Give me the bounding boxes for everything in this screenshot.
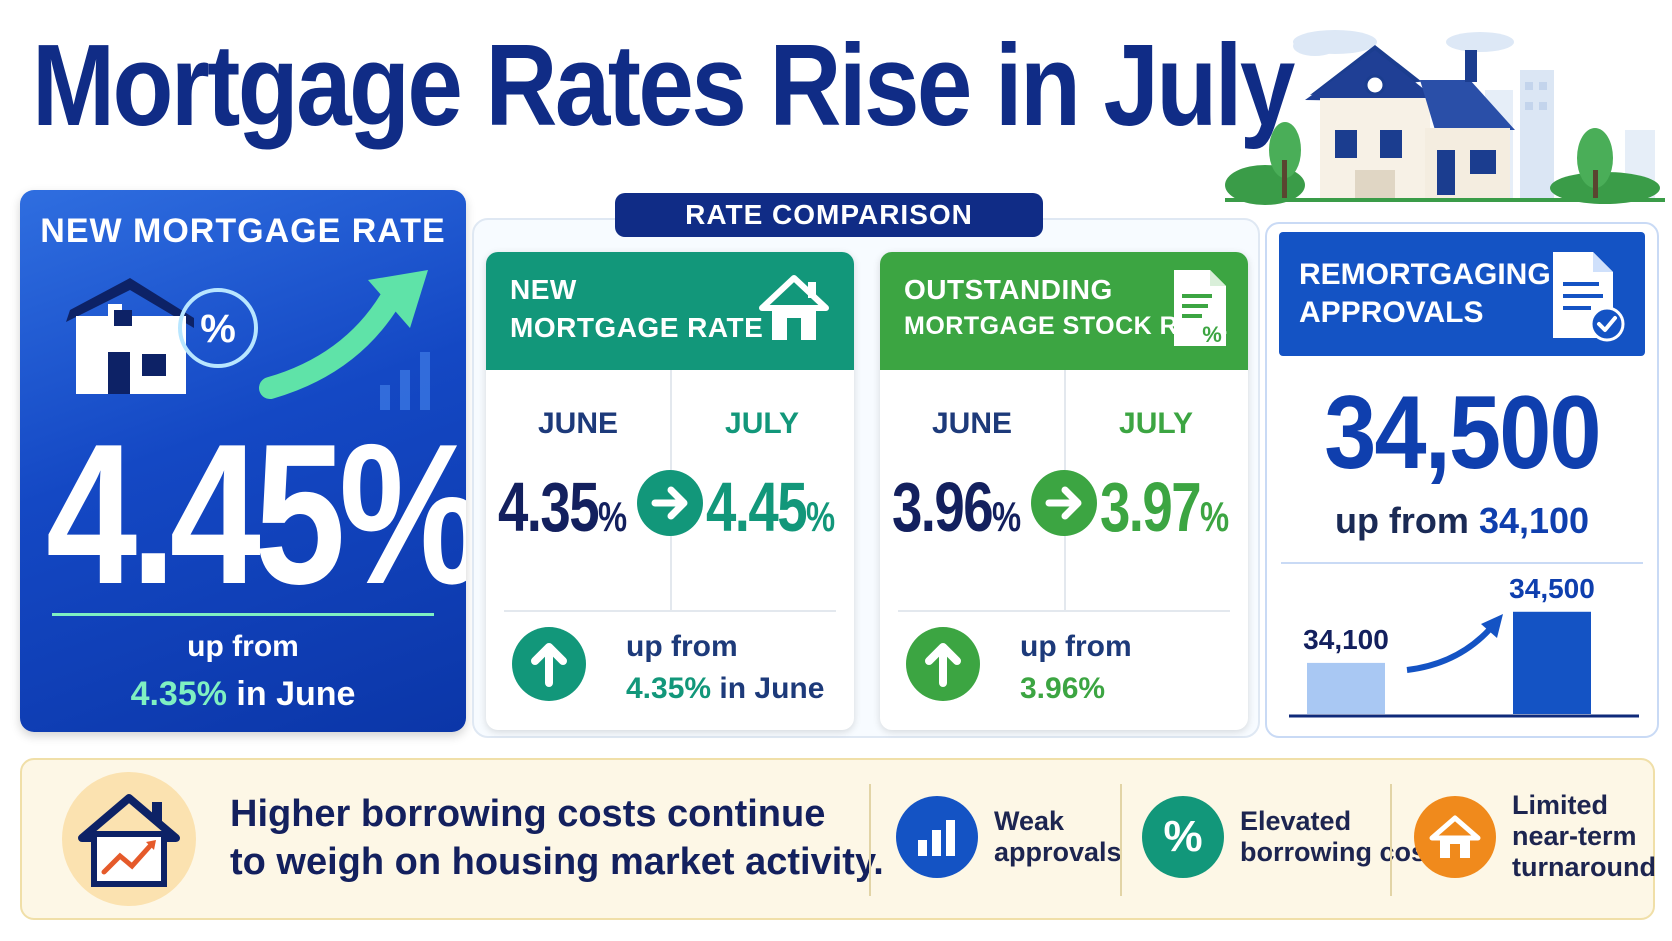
footer-item-line1: Limited: [1512, 790, 1609, 820]
footer-item-line2: near-term: [1512, 821, 1637, 851]
up-from-label: up from: [1020, 630, 1132, 663]
svg-text:%: %: [1163, 812, 1202, 861]
month-from-label: JUNE: [537, 407, 619, 440]
footer-item-line3: turnaround: [1512, 852, 1656, 882]
approvals-bar-label-june: 34,100: [1303, 624, 1389, 655]
card-header: NEW MORTGAGE RATE: [486, 252, 854, 370]
new-mortgage-rate-comparison-card: NEW MORTGAGE RATE JUNE JULY 4.35% 4.45% …: [486, 252, 854, 730]
rate-to-number: 3.97: [1100, 468, 1202, 546]
previous-month: in June: [711, 672, 825, 705]
footer-item-line1: Weak: [994, 806, 1065, 836]
previous-month: in June: [226, 675, 356, 713]
approvals-bar-label-july: 34,500: [1509, 573, 1595, 604]
footer-banner: Higher borrowing costs continue to weigh…: [20, 758, 1656, 920]
rate-to-unit: %: [1200, 493, 1230, 540]
card-header: REMORTGAGING APPROVALS: [1279, 232, 1645, 356]
previous-rate: 4.35%: [130, 675, 227, 713]
page-title: Mortgage Rates Rise in July: [32, 20, 1295, 150]
remortgaging-approvals-card: REMORTGAGING APPROVALS 34,500 up from 34…: [1265, 222, 1659, 738]
house-percent-icon: %: [66, 270, 430, 410]
document-check-icon: [1553, 252, 1625, 342]
footer-item-weak-approvals: Weak approvals: [994, 806, 1122, 868]
card-title-line1: REMORTGAGING: [1299, 258, 1551, 291]
month-from-label: JUNE: [931, 407, 1013, 440]
main-sub-line2: 4.35% in June: [20, 675, 466, 714]
card-heading: NEW MORTGAGE RATE: [40, 212, 446, 250]
arrow-up-icon: [906, 627, 980, 701]
divider: [898, 610, 1230, 612]
footer-divider: [1390, 784, 1392, 896]
rate-from-unit: %: [992, 493, 1022, 540]
svg-text:%: %: [200, 307, 236, 351]
main-sub-line1: up from: [187, 630, 299, 663]
bar-chart-icon: [896, 796, 978, 878]
rate-comparison-label: RATE COMPARISON: [615, 193, 1043, 237]
approvals-bar-june: [1307, 662, 1385, 714]
rate-from-value: 3.96%: [892, 472, 1021, 542]
house-icon: [1414, 796, 1496, 878]
card-title-line1: NEW: [510, 274, 577, 305]
percent-icon: %: [1142, 796, 1224, 878]
card-title-line2: MORTGAGE RATE: [510, 312, 764, 343]
rate-from-number: 3.96: [892, 468, 994, 546]
up-from-value: 3.96%: [1020, 672, 1105, 706]
footer-item-limited-turnaround: Limited near-term turnaround: [1512, 790, 1656, 883]
trend-arrow: [1406, 627, 1492, 673]
footer-item-line1: Elevated: [1240, 806, 1352, 836]
rate-from-number: 4.35: [498, 468, 600, 546]
card-title-line2: MORTGAGE STOCK RATE: [904, 312, 1228, 340]
footer-message: Higher borrowing costs continue to weigh…: [230, 790, 884, 886]
month-to-label: JULY: [725, 407, 799, 440]
footer-message-line1: Higher borrowing costs continue: [230, 793, 826, 835]
svg-text:%: %: [1202, 322, 1222, 347]
card-title-line1: OUTSTANDING: [904, 274, 1113, 305]
rate-to-value: 4.45%: [706, 472, 835, 542]
footer-item-line2: approvals: [994, 837, 1122, 867]
up-from-value: 4.35% in June: [626, 672, 824, 706]
arrow-right-icon: [1031, 470, 1097, 536]
previous-rate: 4.35%: [626, 672, 712, 705]
new-mortgage-rate-card: NEW MORTGAGE RATE % 4.45% up from 4.35% …: [20, 190, 466, 732]
rate-to-value: 3.97%: [1100, 472, 1229, 542]
up-from-prefix: up from: [1334, 500, 1479, 541]
arrow-up-icon: [512, 627, 586, 701]
footer-message-line2: to weigh on housing market activity.: [230, 841, 884, 883]
card-title-line2: APPROVALS: [1299, 296, 1484, 329]
divider: [52, 613, 434, 616]
house-chart-icon: [62, 772, 196, 906]
main-rate-value: 4.45%: [46, 403, 466, 626]
divider: [1281, 562, 1643, 564]
rate-to-unit: %: [806, 493, 836, 540]
divider: [504, 610, 836, 612]
previous-rate: 3.96%: [1020, 672, 1106, 705]
approvals-up-from: up from 34,100: [1267, 500, 1657, 542]
rate-from-value: 4.35%: [498, 472, 627, 542]
house-illustration-icon: [1225, 30, 1665, 205]
rate-from-unit: %: [598, 493, 628, 540]
footer-divider: [1120, 784, 1122, 896]
previous-approvals: 34,100: [1478, 500, 1590, 541]
approvals-bar-chart: 34,100 34,500: [1289, 573, 1639, 718]
trend-arrowhead: [1481, 614, 1503, 638]
approvals-value: 34,500: [1324, 375, 1601, 491]
house-icon: [759, 275, 829, 340]
rate-to-number: 4.45: [706, 468, 808, 546]
up-from-label: up from: [626, 630, 738, 663]
approvals-bar-july: [1513, 611, 1591, 714]
document-percent-icon: %: [1174, 270, 1226, 347]
month-to-label: JULY: [1119, 407, 1193, 440]
outstanding-stock-rate-card: OUTSTANDING MORTGAGE STOCK RATE % JUNE J…: [880, 252, 1248, 730]
card-header: OUTSTANDING MORTGAGE STOCK RATE %: [880, 252, 1248, 370]
footer-divider: [869, 784, 871, 896]
arrow-right-icon: [637, 470, 703, 536]
